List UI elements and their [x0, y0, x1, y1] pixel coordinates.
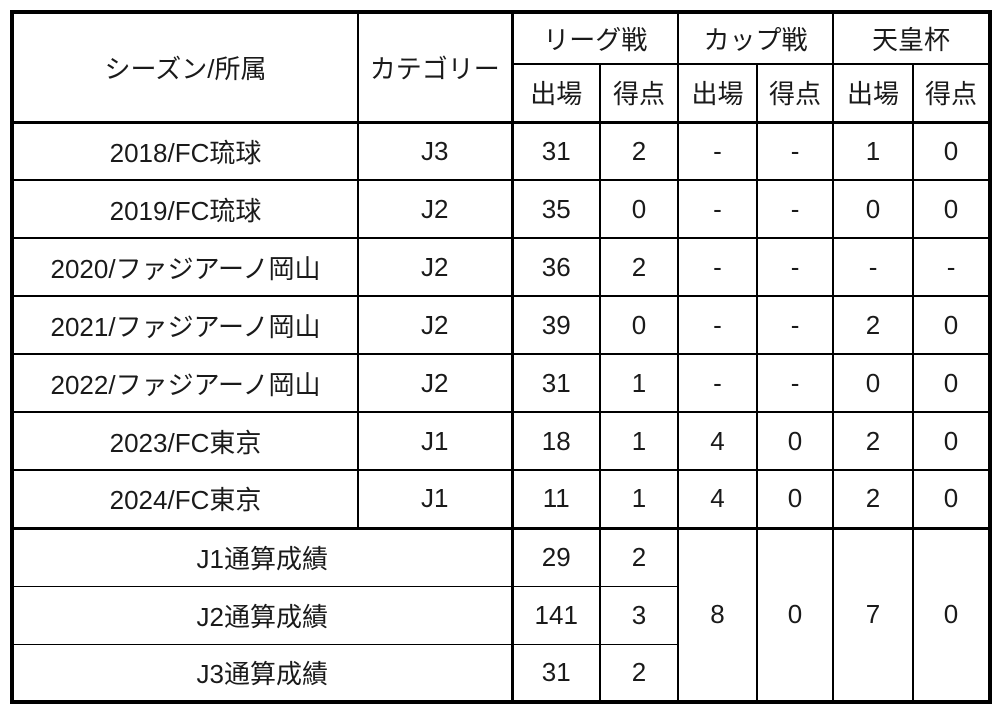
cup-goals-cell: - — [756, 353, 835, 413]
emperor-goals-cell: - — [912, 237, 992, 297]
season-cell: 2020/ファジアーノ岡山 — [11, 237, 359, 297]
emperor-apps-cell: 1 — [832, 121, 915, 181]
season-row-2023: 2023/FC東京 J1 18 1 4 0 2 0 — [11, 411, 992, 471]
emperor-apps-cell: 0 — [832, 353, 915, 413]
category-cell: J2 — [357, 295, 514, 355]
season-cell: 2021/ファジアーノ岡山 — [11, 295, 359, 355]
totals-league-apps: 29 — [511, 526, 601, 587]
totals-emperor-apps: 7 — [832, 526, 915, 703]
header-cup-goals: 得点 — [756, 63, 835, 124]
league-apps-cell: 11 — [511, 469, 601, 530]
totals-cup-goals: 0 — [756, 526, 835, 703]
season-row-2024: 2024/FC東京 J1 11 1 4 0 2 0 — [11, 469, 992, 530]
season-row-2022: 2022/ファジアーノ岡山 J2 31 1 - - 0 0 — [11, 353, 992, 413]
season-stats-table: シーズン/所属 カテゴリー リーグ戦 カップ戦 天皇杯 出場 得点 出場 得点 … — [10, 10, 993, 704]
emperor-apps-cell: 2 — [832, 411, 915, 471]
emperor-goals-cell: 0 — [912, 121, 992, 181]
totals-emperor-goals: 0 — [912, 526, 992, 703]
totals-label: J2通算成績 — [11, 585, 514, 645]
header-emperor-group: 天皇杯 — [832, 11, 992, 65]
emperor-goals-cell: 0 — [912, 469, 992, 530]
season-row-2020: 2020/ファジアーノ岡山 J2 36 2 - - - - — [11, 237, 992, 297]
header-cup-apps: 出場 — [677, 63, 759, 124]
emperor-apps-cell: 2 — [832, 295, 915, 355]
emperor-apps-cell: 2 — [832, 469, 915, 530]
cup-apps-cell: - — [677, 295, 759, 355]
emperor-apps-cell: - — [832, 237, 915, 297]
league-goals-cell: 2 — [598, 237, 680, 297]
cup-apps-cell: - — [677, 353, 759, 413]
header-cup-group: カップ戦 — [677, 11, 835, 65]
league-goals-cell: 1 — [598, 469, 680, 530]
league-apps-cell: 36 — [511, 237, 601, 297]
category-cell: J1 — [357, 469, 514, 530]
cup-goals-cell: - — [756, 237, 835, 297]
season-row-2021: 2021/ファジアーノ岡山 J2 39 0 - - 2 0 — [11, 295, 992, 355]
cup-goals-cell: - — [756, 179, 835, 239]
category-cell: J2 — [357, 353, 514, 413]
league-apps-cell: 31 — [511, 121, 601, 181]
season-cell: 2019/FC琉球 — [11, 179, 359, 239]
cup-goals-cell: 0 — [756, 411, 835, 471]
category-cell: J2 — [357, 179, 514, 239]
header-league-group: リーグ戦 — [510, 11, 680, 65]
header-row-groups: シーズン/所属 カテゴリー リーグ戦 カップ戦 天皇杯 — [11, 11, 992, 124]
league-apps-cell: 31 — [511, 353, 601, 413]
league-goals-cell: 2 — [598, 121, 680, 181]
totals-league-apps: 31 — [511, 643, 601, 703]
league-goals-cell: 1 — [598, 411, 680, 471]
category-cell: J3 — [357, 121, 514, 181]
league-apps-cell: 39 — [511, 295, 601, 355]
cup-apps-cell: 4 — [677, 411, 759, 471]
league-goals-cell: 1 — [598, 353, 680, 413]
header-category: カテゴリー — [357, 11, 514, 124]
cup-apps-cell: - — [677, 237, 759, 297]
emperor-goals-cell: 0 — [912, 179, 992, 239]
header-row-sub: 出場 得点 出場 得点 出場 得点 — [12, 63, 992, 124]
emperor-goals-cell: 0 — [912, 411, 992, 471]
emperor-goals-cell: 0 — [912, 353, 992, 413]
season-cell: 2023/FC東京 — [11, 411, 359, 471]
totals-label: J1通算成績 — [11, 526, 514, 587]
totals-league-goals: 2 — [598, 643, 680, 703]
league-goals-cell: 0 — [598, 179, 680, 239]
totals-league-goals: 2 — [598, 526, 680, 587]
header-emperor-goals: 得点 — [912, 63, 992, 124]
emperor-goals-cell: 0 — [912, 295, 992, 355]
league-apps-cell: 18 — [511, 411, 601, 471]
totals-row-j1: J1通算成績 29 2 8 0 7 0 — [11, 526, 992, 703]
league-apps-cell: 35 — [511, 179, 601, 239]
season-cell: 2024/FC東京 — [11, 469, 359, 530]
totals-cup-apps: 8 — [677, 526, 759, 703]
season-row-2018: 2018/FC琉球 J3 31 2 - - 1 0 — [11, 121, 992, 181]
header-season-club: シーズン/所属 — [11, 11, 359, 124]
header-emperor-apps: 出場 — [832, 63, 915, 124]
header-league-apps: 出場 — [511, 63, 601, 124]
cup-goals-cell: - — [756, 295, 835, 355]
season-cell: 2022/ファジアーノ岡山 — [11, 353, 359, 413]
totals-label: J3通算成績 — [11, 643, 514, 703]
season-cell: 2018/FC琉球 — [11, 121, 359, 181]
cup-apps-cell: - — [677, 179, 759, 239]
emperor-apps-cell: 0 — [832, 179, 915, 239]
totals-league-goals: 3 — [598, 585, 680, 645]
cup-apps-cell: 4 — [677, 469, 759, 530]
category-cell: J2 — [357, 237, 514, 297]
league-goals-cell: 0 — [598, 295, 680, 355]
category-cell: J1 — [357, 411, 514, 471]
totals-league-apps: 141 — [511, 585, 601, 645]
season-row-2019: 2019/FC琉球 J2 35 0 - - 0 0 — [11, 179, 992, 239]
totals-row-j3: J3通算成績 31 2 — [11, 643, 990, 703]
cup-goals-cell: 0 — [756, 469, 835, 530]
header-league-goals: 得点 — [598, 63, 680, 124]
cup-apps-cell: - — [677, 121, 759, 181]
cup-goals-cell: - — [756, 121, 835, 181]
